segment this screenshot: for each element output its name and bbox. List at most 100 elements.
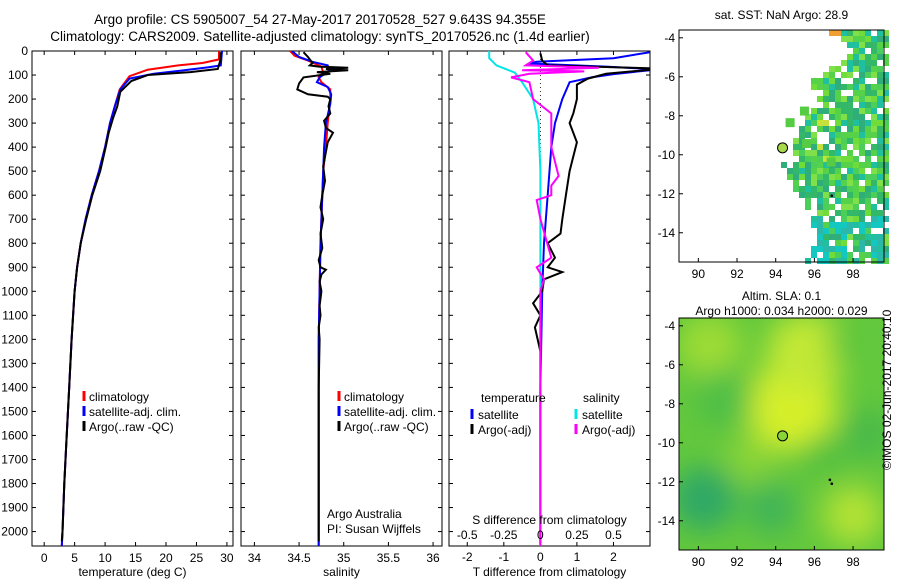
sst-cell (859, 150, 865, 156)
legend-label: Argo(-adj) (582, 423, 635, 437)
sst-cell (829, 228, 835, 234)
altim-map-xtick-label: 94 (769, 555, 783, 569)
sst-cell (883, 216, 889, 222)
sst-cell (877, 132, 883, 138)
sst-cell (805, 204, 811, 210)
altim-blob (800, 435, 845, 480)
altim-map-ytick-label: -14 (658, 514, 676, 528)
sst-cell (835, 180, 841, 186)
sst-cell (847, 156, 853, 162)
sst-cell (859, 66, 865, 72)
sst-cell (853, 54, 859, 60)
sst-cell (802, 139, 811, 149)
salinity-xtick-label: 35 (337, 551, 351, 565)
sst-cell (817, 174, 823, 180)
sst-cell (847, 186, 853, 192)
sst-cell (811, 156, 817, 162)
sst-cell (841, 228, 847, 234)
sst-cell (787, 174, 793, 180)
difference-frame (448, 50, 651, 547)
depth-tick-label: 400 (8, 140, 28, 154)
sst-cell (865, 210, 871, 216)
sst-cell (799, 162, 805, 168)
sst-cell (811, 168, 817, 174)
sst-cell (805, 114, 811, 120)
sst-cell (853, 192, 859, 198)
sst-cell (829, 252, 835, 258)
legend-label: satellite-adj. clim. (344, 405, 436, 419)
legend-label: satellite-adj. clim. (89, 405, 181, 419)
sst-cell (823, 150, 829, 156)
legend-header-temperature: temperature (481, 391, 546, 405)
sst-cell (865, 150, 871, 156)
sst-cell (883, 252, 889, 258)
sst-cell (847, 114, 853, 120)
sst-cell (883, 144, 889, 150)
depth-tick-label: 600 (8, 188, 28, 202)
sst-cell (871, 36, 877, 42)
sst-cell (799, 132, 805, 138)
sst-cell (853, 66, 859, 72)
depth-tick-label: 700 (8, 212, 28, 226)
sst-cell (859, 246, 865, 252)
sst-cell (859, 84, 865, 90)
depth-tick-label: 1500 (1, 404, 28, 418)
sst-cell (865, 138, 871, 144)
sst-cell (859, 234, 865, 240)
series-climatology (60, 51, 220, 546)
sst-cell (841, 108, 847, 114)
sst-cell (805, 156, 811, 162)
sst-cell (847, 150, 853, 156)
sst-cell (883, 114, 889, 120)
sst-cell (835, 234, 841, 240)
sst-cell (859, 120, 865, 126)
sst-cell (865, 132, 871, 138)
sst-cell (859, 102, 865, 108)
sst-cell (871, 54, 877, 60)
sst-cell (853, 156, 859, 162)
sst-cell (835, 252, 841, 258)
sst-cell (871, 60, 877, 66)
sst-cell (811, 246, 817, 252)
sst-cell (877, 234, 883, 240)
sst-cell (835, 138, 841, 144)
sst-cell (823, 144, 829, 150)
sst-cell (865, 240, 871, 246)
altim-map-frame (678, 317, 885, 551)
sst-cell (805, 168, 811, 174)
temperature-xtick-label: 0 (41, 551, 48, 565)
sst-cell (829, 174, 835, 180)
sst-map-xtick-label: 96 (808, 267, 822, 281)
altim-map-ytick-label: -6 (664, 358, 675, 372)
salinity-xtick-label: 36 (426, 551, 440, 565)
sst-cell (841, 114, 847, 120)
sst-cell (823, 162, 829, 168)
sst-cell (877, 150, 883, 156)
sst-cell (841, 198, 847, 204)
sst-cell (871, 204, 877, 210)
sst-cell (871, 216, 877, 222)
sst-cell (841, 234, 847, 240)
sst-cell (841, 60, 847, 66)
sst-cell (877, 138, 883, 144)
sst-cell (799, 156, 805, 162)
sst-cell (865, 174, 871, 180)
series-t-argo-adj- (531, 53, 650, 544)
sst-cell (877, 30, 883, 36)
sst-cell (829, 180, 835, 186)
sst-cell (811, 108, 817, 114)
sst-cell (823, 252, 829, 258)
sst-cell (811, 138, 817, 144)
sst-cell (799, 174, 805, 180)
sst-cell (847, 132, 853, 138)
altim-blob (766, 318, 847, 393)
sst-cell (865, 30, 871, 36)
sst-cell (841, 216, 847, 222)
sst-cell (877, 114, 883, 120)
sst-cell (817, 258, 823, 264)
sst-cell (823, 168, 829, 174)
temperature-diff-tick-label: -1 (498, 550, 509, 564)
depth-tick-label: 900 (8, 260, 28, 274)
sst-cell (853, 96, 859, 102)
sst-cell (811, 114, 817, 120)
